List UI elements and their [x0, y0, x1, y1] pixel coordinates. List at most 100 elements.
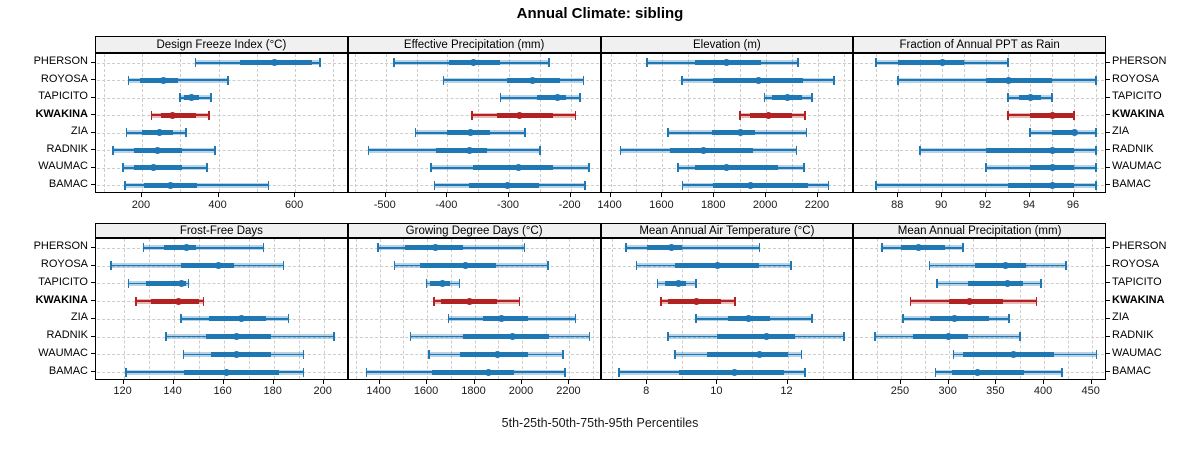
axis-tick-label: 120 — [113, 385, 132, 397]
whisker-cap-5th — [881, 243, 883, 253]
row-tick-right — [1106, 353, 1110, 355]
grid-line-horizontal — [97, 150, 346, 152]
row-tick-right — [1106, 79, 1110, 81]
whisker-cap-5th — [625, 243, 627, 253]
median-dot — [700, 146, 708, 154]
row-tick-left — [91, 149, 95, 151]
whisker-cap-5th — [365, 367, 368, 377]
grid-line-vertical — [1020, 239, 1022, 379]
axis-tick-label: -500 — [373, 199, 396, 211]
site-label-right: KWAKINA — [1112, 107, 1165, 120]
whisker-cap-5th — [447, 314, 450, 324]
whisker-cap-5th — [393, 261, 396, 271]
row-tick-left — [91, 61, 95, 63]
median-dot — [1048, 111, 1056, 119]
whisker-cap-5th — [1007, 110, 1009, 120]
interval-bar-25-75 — [420, 263, 497, 269]
interval-bar-25-75 — [711, 130, 756, 136]
axis-tick-label: 1400 — [597, 199, 622, 211]
axis-tick — [786, 380, 788, 384]
whisker-cap-5th — [934, 367, 937, 377]
grid-line-vertical — [498, 239, 500, 379]
whisker-cap-95th — [842, 332, 845, 342]
grid-line-vertical — [682, 239, 684, 379]
median-dot — [466, 297, 474, 305]
interval-bar-25-75 — [713, 182, 808, 188]
interval-bar-25-75 — [898, 60, 965, 66]
whisker-cap-5th — [150, 110, 153, 120]
whisker-cap-95th — [1019, 332, 1021, 342]
whisker-cap-5th — [392, 58, 395, 68]
interval-bar-25-75 — [929, 316, 989, 322]
grid-line-horizontal — [602, 97, 852, 99]
axis-tick — [508, 193, 510, 197]
whisker-cap-5th — [110, 261, 112, 271]
axis-tick — [609, 193, 611, 197]
whisker-cap-5th — [1029, 128, 1031, 138]
median-dot — [754, 76, 762, 84]
whisker-cap-95th — [800, 349, 803, 359]
grid-line-vertical — [688, 54, 690, 192]
whisker-cap-95th — [790, 261, 792, 271]
grid-line-vertical — [792, 54, 794, 192]
grid-line-vertical — [295, 54, 297, 192]
interval-line-5-95 — [128, 79, 229, 82]
median-dot — [462, 262, 469, 270]
axis-tick — [661, 193, 663, 197]
panel-strip-frost-free-days: Frost-Free Days — [95, 223, 348, 238]
axis-tick-label: 88 — [891, 199, 904, 211]
median-dot — [432, 244, 440, 252]
row-tick-left — [91, 300, 95, 302]
grid-line-vertical — [103, 54, 105, 192]
whisker-cap-5th — [377, 243, 379, 253]
grid-line-vertical — [1074, 54, 1076, 192]
site-label-right: PHERSON — [1112, 240, 1167, 253]
site-label-left: BAMAC — [48, 177, 88, 190]
axis-tick — [899, 380, 901, 384]
whisker-cap-5th — [619, 145, 622, 155]
site-label-left: KWAKINA — [35, 293, 88, 306]
interval-bar-25-75 — [134, 165, 183, 171]
row-tick-left — [91, 335, 95, 337]
grid-line-horizontal — [855, 132, 1104, 134]
axis-tick-label: 400 — [208, 199, 227, 211]
grid-line-vertical — [898, 54, 900, 192]
axis-tick-label: 1800 — [461, 385, 486, 397]
grid-line-vertical — [354, 54, 356, 192]
whisker-cap-95th — [208, 110, 210, 120]
grid-line-vertical — [141, 54, 143, 192]
whisker-cap-5th — [646, 58, 648, 68]
interval-bar-25-75 — [163, 245, 197, 251]
panel-strip-fraction-of-annual-ppt-as-rain: Fraction of Annual PPT as Rain — [853, 36, 1106, 53]
axis-tick — [646, 380, 648, 384]
axis-tick — [473, 380, 475, 384]
whisker-cap-5th — [180, 314, 182, 324]
interval-bar-25-75 — [151, 298, 199, 304]
grid-line-vertical — [298, 239, 300, 379]
axis-tick-label: 2200 — [556, 385, 581, 397]
interval-bar-25-75 — [536, 95, 567, 101]
whisker-cap-5th — [763, 93, 766, 103]
whisker-cap-95th — [579, 93, 581, 103]
whisker-cap-5th — [919, 145, 921, 155]
site-label-left: KWAKINA — [35, 107, 88, 120]
whisker-cap-95th — [210, 93, 212, 103]
whisker-cap-5th — [135, 296, 137, 306]
grid-line-vertical — [948, 239, 950, 379]
whisker-cap-5th — [433, 296, 435, 306]
grid-line-vertical — [545, 239, 547, 379]
whisker-cap-95th — [187, 278, 190, 288]
whisker-cap-5th — [928, 261, 931, 271]
axis-tick — [322, 380, 324, 384]
grid-line-vertical — [662, 54, 664, 192]
interval-bar-25-75 — [717, 334, 795, 340]
axis-tick — [995, 380, 997, 384]
whisker-cap-95th — [302, 367, 305, 377]
whisker-cap-5th — [182, 349, 185, 359]
whisker-cap-95th — [811, 314, 813, 324]
median-dot — [1010, 350, 1018, 358]
grid-line-vertical — [569, 239, 571, 379]
panel-frost-free-days — [95, 238, 348, 380]
grid-line-vertical — [223, 239, 225, 379]
site-label-left: ROYOSA — [40, 258, 88, 271]
